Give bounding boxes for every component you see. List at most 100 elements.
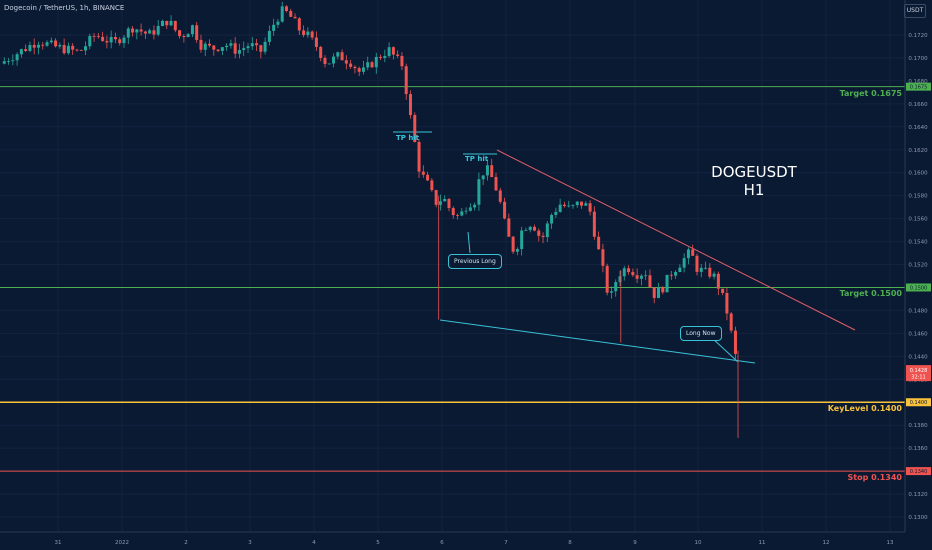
candle-body [588,203,592,212]
candle-body [24,49,28,51]
price-tick-label: 0.1380 [908,423,928,429]
candle-body [255,43,259,46]
candle-body [554,211,558,215]
candle-body [387,47,391,57]
price-axis-bg[interactable] [905,0,932,550]
long-now-callout[interactable]: Long Now [680,326,722,341]
candle-body [704,267,708,269]
candle-body [336,52,340,57]
candle-body [400,55,404,67]
candle-body [54,40,58,47]
candle-body [656,287,660,299]
candle-body [682,258,686,268]
candle-body [451,207,455,216]
candle-body [19,49,23,55]
price-tick-label: 0.1460 [908,331,928,337]
candle-body [733,330,737,354]
candle-body [349,63,353,67]
candle-body [96,36,100,37]
candle-body [635,275,639,279]
lower-trendline[interactable] [439,319,756,364]
candle-body [430,180,434,191]
candle-body [396,54,400,56]
candle-body [332,56,336,64]
candle-body [708,267,712,277]
candle-body [203,43,207,50]
candle-body [293,16,297,19]
candle-body [485,165,489,176]
horizontal-levels [0,86,905,472]
time-tick-label: 12 [823,540,830,546]
candle-body [225,45,229,48]
time-axis: 31 2022 2 3 4 5 6 7 8 9 10 11 12 13 [0,531,905,546]
candle-body [353,66,357,69]
candle-body [131,28,135,33]
level-label: Stop 0.1340 [847,473,902,483]
candle-body [374,56,378,68]
candle-body [71,45,75,50]
candle-body [490,165,494,178]
candle-body [250,43,254,47]
candle-body [562,204,566,207]
candle-body [580,201,584,206]
candle-body [639,275,643,279]
candle-body [648,275,652,288]
candle-body [143,31,147,34]
time-tick-label: 6 [440,540,444,546]
candle-body [126,28,130,38]
candle-body [494,177,498,191]
candle-body [344,60,348,64]
previous-long-callout[interactable]: Previous Long [448,254,502,269]
candle-body [62,45,66,54]
candle-body [627,268,631,273]
candle-body [306,31,310,36]
candle-body [631,272,635,276]
candle-body [370,62,374,68]
candle-body [661,287,665,293]
price-tick-label: 0.1480 [908,308,928,314]
candle-body [614,282,618,292]
candle-body [383,56,387,58]
candle-body [237,50,241,54]
time-tick-label: 2 [184,540,188,546]
candle-body [280,6,284,22]
candle-body [609,291,613,293]
price-tick-label: 0.1520 [908,263,928,269]
candle-body [558,204,562,212]
candle-body [289,10,293,17]
long-now-pointer [711,337,739,363]
candle-body [712,273,716,277]
candle-body [567,205,571,207]
time-tick-label: 5 [376,540,380,546]
candles [2,1,739,438]
level-price-tag-label: 0.1400 [910,400,928,406]
candle-body [284,6,288,11]
candle-body [503,201,507,219]
candle-body [644,275,648,277]
candle-body [357,68,361,72]
candle-body [297,18,301,31]
candle-body [156,26,160,35]
candle-body [208,43,212,46]
candle-body [725,292,729,314]
candle-body [721,288,725,293]
candle-body [729,313,733,331]
price-tick-label: 0.1640 [908,125,928,131]
candle-body [456,215,460,216]
price-tick-label: 0.1440 [908,354,928,360]
candle-body [323,57,327,64]
time-tick-label: 3 [248,540,252,546]
upper-trendline[interactable] [496,149,856,331]
candle-body [45,42,49,46]
candle-body [169,20,173,26]
candle-body [601,249,605,266]
candle-body [532,226,536,231]
candle-body [79,50,83,51]
candle-body [84,46,88,51]
price-tick-label: 0.1320 [908,492,928,498]
candle-body [327,63,331,65]
currency-badge[interactable]: USDT [904,4,926,18]
candle-body [447,198,451,208]
